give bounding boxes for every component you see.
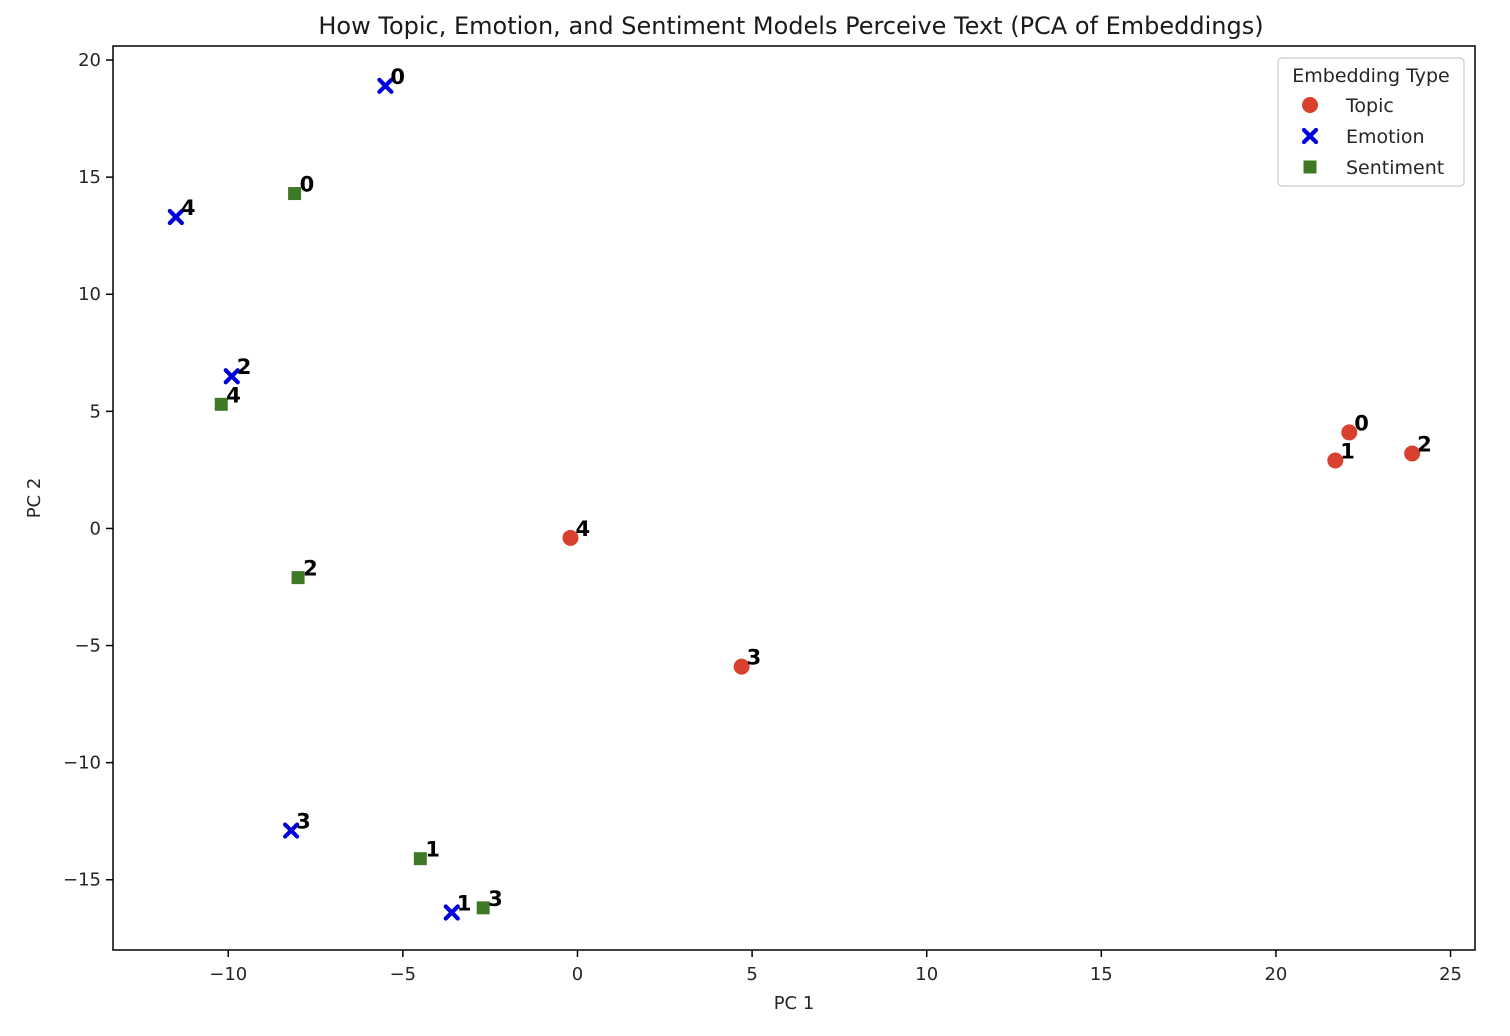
topic-point-label: 2 xyxy=(1417,433,1432,457)
x-tick-label: −10 xyxy=(209,964,247,985)
y-tick-label: 20 xyxy=(78,50,101,71)
x-tick-label: 20 xyxy=(1264,964,1287,985)
sentiment-point xyxy=(413,852,427,866)
x-axis-title: PC 1 xyxy=(774,993,815,1014)
emotion-point xyxy=(223,368,240,385)
y-tick-label: 15 xyxy=(78,167,101,188)
topic-legend-marker xyxy=(1301,96,1319,114)
topic-point-label: 0 xyxy=(1354,411,1369,435)
emotion-point-label: 3 xyxy=(296,810,311,834)
sentiment-point-label: 4 xyxy=(226,383,241,407)
legend-box xyxy=(1277,57,1465,187)
y-tick-label: −10 xyxy=(63,753,101,774)
sentiment-legend-label: Sentiment xyxy=(1346,157,1444,179)
sentiment-point-label: 3 xyxy=(488,887,503,911)
topic-legend-label: Topic xyxy=(1345,95,1394,117)
x-tick-label: 10 xyxy=(915,964,938,985)
legend-entries: Topic Emotion Sentiment xyxy=(1301,95,1444,179)
emotion-point xyxy=(283,822,300,839)
emotion-point xyxy=(167,208,184,226)
emotion-point xyxy=(377,77,394,94)
sentiment-legend-marker xyxy=(1303,160,1317,174)
topic-point xyxy=(1340,423,1359,442)
sentiment-point-label: 1 xyxy=(425,838,440,862)
emotion-point-label: 2 xyxy=(237,355,252,379)
x-axis: −10 −5 0 5 10 15 20 25 xyxy=(209,950,1462,985)
points-layer xyxy=(167,77,1422,921)
sentiment-point xyxy=(214,397,228,411)
chart-title: How Topic, Emotion, and Sentiment Models… xyxy=(318,12,1263,40)
emotion-point-label: 4 xyxy=(181,196,196,220)
topic-point-label: 3 xyxy=(747,646,762,670)
sentiment-point xyxy=(476,901,490,915)
sentiment-point xyxy=(288,187,302,201)
x-tick-label: 5 xyxy=(746,964,757,985)
emotion-point-label: 1 xyxy=(457,892,472,916)
topic-point xyxy=(1326,451,1345,470)
topic-point xyxy=(1403,444,1422,463)
y-tick-label: 10 xyxy=(78,284,101,305)
y-tick-label: −15 xyxy=(63,870,101,891)
x-tick-label: 15 xyxy=(1090,964,1113,985)
plot-area xyxy=(112,45,1476,951)
x-tick-label: −5 xyxy=(390,964,417,985)
sentiment-point-label: 0 xyxy=(300,173,315,197)
topic-point xyxy=(561,528,580,547)
y-tick-label: 5 xyxy=(90,401,101,422)
emotion-point xyxy=(443,904,460,921)
legend: Embedding Type Topic Emotion Sentiment xyxy=(1277,57,1465,187)
topic-point-label: 4 xyxy=(575,517,590,541)
y-tick-label: 0 xyxy=(90,518,101,539)
sentiment-point-label: 2 xyxy=(303,557,318,581)
x-tick-label: 0 xyxy=(572,964,583,985)
y-axis-title: PC 2 xyxy=(24,478,45,519)
topic-point-label: 1 xyxy=(1340,440,1355,464)
point-labels-layer: 0 1 2 3 4 0 1 2 3 4 0 1 2 3 4 xyxy=(181,65,1432,916)
x-tick-label: 25 xyxy=(1439,964,1462,985)
topic-point xyxy=(732,657,751,676)
emotion-legend-marker xyxy=(1301,127,1319,145)
legend-title: Embedding Type xyxy=(1292,65,1449,87)
y-tick-label: −5 xyxy=(74,636,101,657)
sentiment-point xyxy=(291,571,305,585)
y-axis: −15 −10 −5 0 5 10 15 20 xyxy=(63,50,113,891)
emotion-legend-label: Emotion xyxy=(1346,126,1425,148)
emotion-point-label: 0 xyxy=(390,65,405,89)
